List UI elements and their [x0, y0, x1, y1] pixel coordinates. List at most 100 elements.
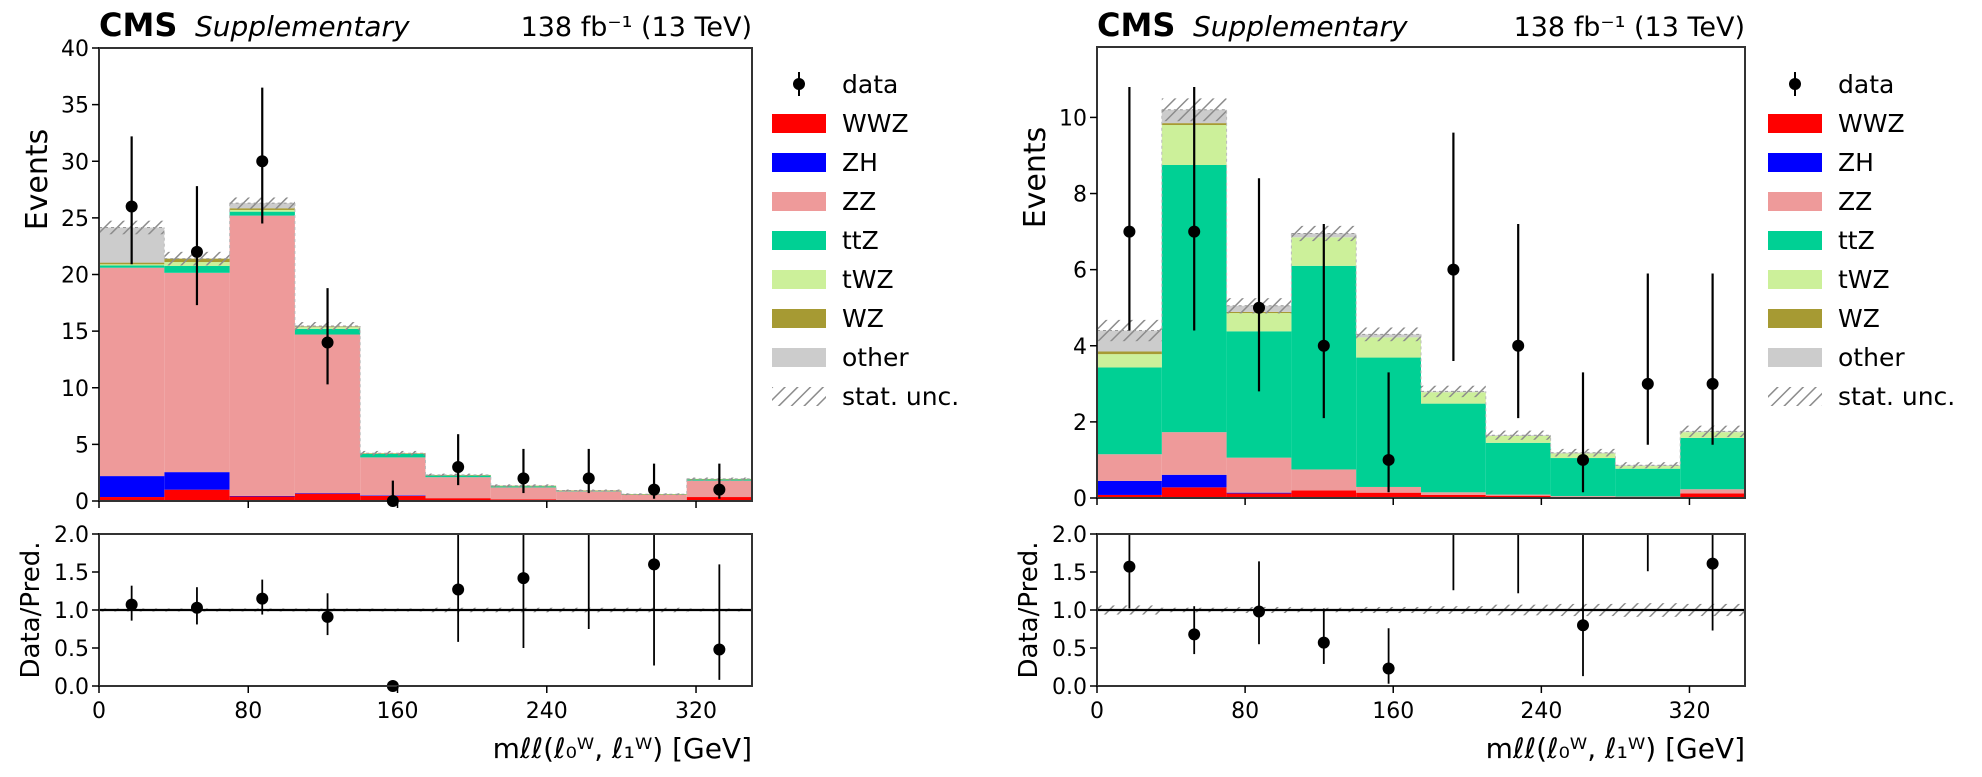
ratio-point: [1188, 628, 1201, 641]
legend-label: stat. unc.: [1838, 382, 1955, 411]
bar-zz-bin-6: [1485, 494, 1551, 496]
y-tick-label: 30: [61, 150, 89, 175]
legend-swatch: [1768, 309, 1822, 328]
bar-twz-bin-0: [1097, 354, 1162, 368]
bar-wwz-bin-9: [686, 497, 752, 501]
legend-item-zz: ZZ: [772, 187, 876, 216]
bar-zz-bin-1: [1161, 432, 1227, 475]
x-tick-label: 240: [1520, 699, 1562, 724]
legend-swatch: [772, 114, 826, 133]
ratio-point: [1317, 636, 1330, 649]
ratio-point: [1253, 605, 1265, 618]
data-point: [1512, 339, 1525, 352]
ratio-y-tick-label: 0.0: [54, 675, 89, 700]
legend-item-zh: ZH: [1768, 148, 1874, 177]
data-point: [713, 483, 726, 496]
legend-item-zz: ZZ: [1768, 187, 1872, 216]
ratio-point: [1706, 557, 1719, 570]
legend-label: ZZ: [1838, 187, 1872, 216]
bar-wwz-bin-0: [1097, 494, 1162, 498]
cms-label: CMS: [99, 6, 177, 44]
legend-swatch: [1768, 114, 1822, 133]
ratio-y-tick-label: 2.0: [54, 523, 89, 548]
x-tick-label: 80: [234, 699, 262, 724]
bar-wwz-bin-5: [1421, 494, 1486, 498]
data-point: [1253, 301, 1265, 314]
ratio-y-tick-label: 0.0: [1052, 675, 1087, 700]
ratio-point: [256, 592, 269, 605]
data-point: [321, 336, 334, 349]
x-tick-label: 0: [1090, 699, 1104, 724]
legend-swatch: [1768, 348, 1822, 367]
data-point: [1188, 225, 1201, 238]
data-point: [452, 461, 465, 474]
x-tick-label: 320: [675, 699, 717, 724]
y-tick-label: 10: [61, 377, 89, 402]
legend-swatch: [772, 270, 826, 289]
ratio-y-tick-label: 1.0: [1052, 599, 1087, 624]
ratio-point: [125, 598, 138, 611]
y-tick-label: 20: [61, 264, 89, 289]
data-point: [517, 472, 530, 485]
legend-label: tWZ: [842, 265, 894, 294]
data-point: [582, 472, 595, 485]
legend-label: other: [1838, 343, 1905, 372]
cms-label: CMS: [1097, 6, 1175, 44]
bar-zz-bin-3: [1291, 469, 1357, 491]
legend-label: ttZ: [1838, 226, 1875, 255]
legend-swatch: [772, 309, 826, 328]
legend-label: other: [842, 343, 909, 372]
bar-wwz-bin-3: [1291, 490, 1357, 498]
legend-item-stat-unc-: stat. unc.: [772, 382, 959, 411]
bar-zz-bin-5: [1421, 492, 1486, 495]
legend-item-zh: ZH: [772, 148, 878, 177]
y-axis-label: Events: [1018, 127, 1053, 229]
bar-wwz-bin-1: [164, 489, 230, 501]
ratio-point: [1123, 560, 1136, 573]
x-axis-label: mℓℓ(ℓ₀ᵂ, ℓ₁ᵂ) [GeV]: [1486, 732, 1745, 765]
data-point: [190, 245, 203, 258]
legend-swatch: [772, 231, 826, 250]
x-tick-label: 80: [1231, 699, 1259, 724]
bar-ttz-bin-0: [1097, 367, 1162, 455]
y-tick-label: 0: [1073, 487, 1087, 512]
y-tick-label: 8: [1073, 183, 1087, 208]
legend-item-ttz: ttZ: [1768, 226, 1875, 255]
y-tick-label: 5: [75, 433, 89, 458]
legend-item-twz: tWZ: [772, 265, 894, 294]
y-tick-label: 40: [61, 37, 89, 62]
bar-zz-bin-6: [490, 487, 557, 500]
legend-swatch: [1768, 231, 1822, 250]
bar-wwz-bin-3: [294, 493, 361, 501]
y-tick-label: 10: [1059, 106, 1087, 131]
y-tick-label: 15: [61, 320, 89, 345]
legend-swatch: [772, 153, 826, 172]
x-tick-label: 320: [1668, 699, 1710, 724]
x-axis-label: mℓℓ(ℓ₀ᵂ, ℓ₁ᵂ) [GeV]: [493, 732, 752, 765]
legend-item-twz: tWZ: [1768, 265, 1890, 294]
y-tick-label: 35: [61, 94, 89, 119]
bar-zz-bin-7: [1550, 496, 1616, 497]
bar-zz-bin-2: [1226, 457, 1292, 493]
legend-data-marker: [1789, 78, 1801, 90]
legend-swatch: [1768, 192, 1822, 211]
legend-label: ZH: [842, 148, 878, 177]
ratio-y-tick-label: 0.5: [1052, 637, 1087, 662]
data-point: [256, 155, 269, 168]
bar-wwz-bin-2: [1226, 493, 1292, 498]
ratio-point: [713, 643, 726, 656]
ratio-y-tick-label: 1.0: [54, 599, 89, 624]
legend-hatch-swatch: [772, 387, 826, 406]
ratio-y-tick-label: 1.5: [54, 561, 89, 586]
x-tick-label: 240: [526, 699, 568, 724]
ratio-point: [452, 583, 465, 596]
supplementary-label: Supplementary: [1193, 10, 1408, 43]
bar-wz-bin-0: [1097, 351, 1162, 355]
legend-hatch-swatch: [1768, 387, 1822, 406]
legend-item-other: other: [772, 343, 909, 372]
bar-wwz-bin-2: [229, 496, 295, 501]
data-point: [1382, 453, 1395, 466]
legend-item-other: other: [1768, 343, 1905, 372]
bar-zh-bin-2: [1226, 492, 1292, 494]
